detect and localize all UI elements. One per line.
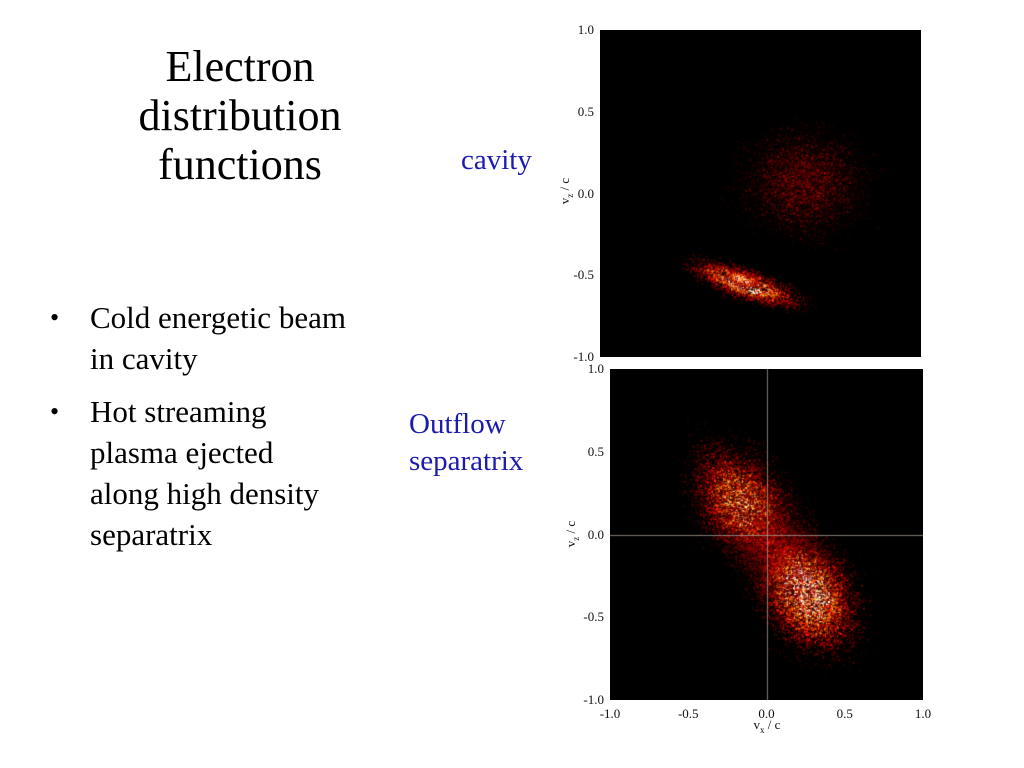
bullet-text: Hot streaming plasma ejected along high …: [90, 394, 320, 552]
bullet-text: Cold energetic beam in cavity: [90, 300, 346, 376]
x-tick-label: 0.5: [836, 706, 853, 721]
cavity-annotation: cavity: [461, 144, 532, 176]
bullet-item-hot-plasma: • Hot streaming plasma ejected along hig…: [50, 391, 380, 555]
bullet-marker: •: [50, 397, 60, 426]
y-tick-label: -1.0: [583, 692, 604, 707]
axis-label-base: v: [753, 717, 761, 733]
bullet-marker: •: [50, 303, 60, 332]
outflow-separatrix-annotation: Outflow separatrix: [409, 408, 524, 477]
axis-label-rest: / c: [764, 717, 781, 733]
x-tick-label: 1.0: [914, 706, 932, 721]
y-tick-label: -0.5: [573, 267, 594, 283]
y-tick-label: 0.0: [587, 526, 604, 542]
axis-label-sub: x: [760, 724, 765, 735]
x-tick-label: -0.5: [677, 706, 699, 721]
y-tick-label: 1.0: [587, 361, 604, 376]
y-tick-label: 0.5: [577, 103, 594, 119]
y-tick-label: -0.5: [583, 609, 604, 625]
y-tick-label: -1.0: [573, 349, 594, 364]
x-tick-label: -1.0: [599, 706, 621, 721]
x-axis-label-outflow: vx / c: [754, 717, 781, 735]
slide-title: Electron distribution functions: [138, 42, 342, 189]
x-tick-label: 0.0: [758, 706, 775, 721]
y-tick-label: 1.0: [577, 22, 594, 37]
bullet-item-cold-beam: • Cold energetic beam in cavity: [50, 297, 380, 379]
cavity-scatter-plot: [600, 30, 921, 357]
y-tick-label: 0.0: [577, 185, 594, 201]
y-tick-label: 0.5: [587, 443, 604, 459]
outflow-scatter-plot: [610, 369, 923, 700]
bullet-list: • Cold energetic beam in cavity • Hot st…: [50, 297, 380, 567]
